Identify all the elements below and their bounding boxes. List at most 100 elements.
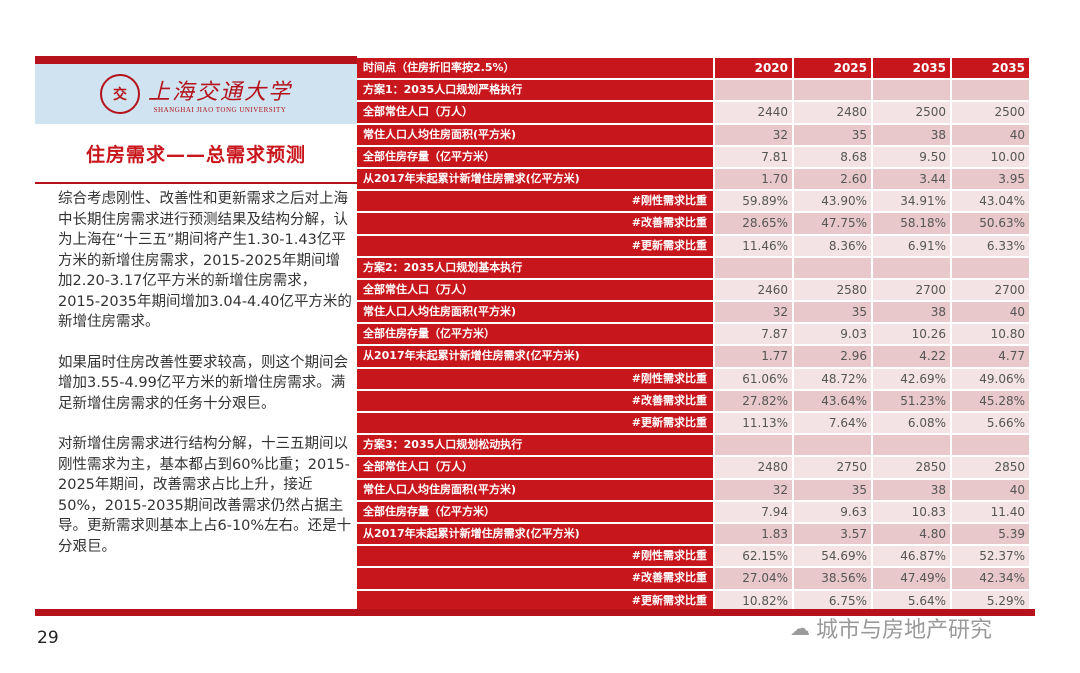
row-label: 方案3：2035人口规划松动执行 [357, 435, 713, 456]
table-cell: 2580 [794, 279, 871, 301]
table-cell: 6.08% [873, 413, 950, 434]
table-cell: 35 [794, 124, 871, 145]
table-cell: 47.75% [794, 213, 871, 234]
header-label: 时间点（住房折旧率按2.5%） [357, 58, 713, 79]
table-cell [715, 435, 792, 456]
table-row: 从2017年末起累计新增住房需求(亿平方米) 1.77 2.96 4.22 4.77 [357, 346, 1033, 367]
table-cell [873, 80, 950, 101]
table-cell: 10.00 [952, 146, 1029, 167]
table-cell: 1.70 [715, 168, 792, 190]
table-cell: 2.60 [794, 168, 871, 190]
table-row: #改善需求比重 28.65% 47.75% 58.18% 50.63% [357, 213, 1033, 234]
table-cell: 38 [873, 302, 950, 323]
table-row: #更新需求比重 11.13% 7.64% 6.08% 5.66% [357, 413, 1033, 434]
table-row: 从2017年末起累计新增住房需求(亿平方米) 1.70 2.60 3.44 3.95 [357, 168, 1033, 190]
table-cell: 42.34% [952, 568, 1029, 589]
table-cell: 10.82% [715, 590, 792, 611]
table-cell: 5.39 [952, 523, 1029, 545]
housing-demand-table: 时间点（住房折旧率按2.5%） 2020 2025 2035 2035 方案1：… [357, 58, 1033, 613]
table-cell [794, 435, 871, 456]
table-cell: 34.91% [873, 191, 950, 212]
table-cell: 48.72% [794, 368, 871, 389]
table-row: 全部住房存量（亿平方米） 7.87 9.03 10.26 10.80 [357, 324, 1033, 345]
top-accent-bar [35, 56, 357, 64]
table-cell: 1.77 [715, 346, 792, 367]
table-cell: 2700 [952, 279, 1029, 301]
table-cell: 11.40 [952, 501, 1029, 522]
table-row: 从2017年末起累计新增住房需求(亿平方米) 1.83 3.57 4.80 5.39 [357, 523, 1033, 545]
row-label: 从2017年末起累计新增住房需求(亿平方米) [357, 523, 713, 545]
table-cell: 28.65% [715, 213, 792, 234]
table-cell: 2850 [952, 457, 1029, 478]
table-cell: 32 [715, 302, 792, 323]
row-label: #更新需求比重 [357, 413, 713, 434]
row-label: 全部住房存量（亿平方米） [357, 146, 713, 167]
paragraph: 对新增住房需求进行结构分解，十三五期间以刚性需求为主，基本都占到60%比重；20… [58, 436, 352, 555]
table-cell: 7.87 [715, 324, 792, 345]
row-label: 从2017年末起累计新增住房需求(亿平方米) [357, 346, 713, 367]
table-row: #刚性需求比重 61.06% 48.72% 42.69% 49.06% [357, 368, 1033, 389]
header-year: 2035 [873, 58, 950, 79]
table-cell [715, 257, 792, 278]
body-text: 综合考虑刚性、改善性和更新需求之后对上海中长期住房需求进行预测结果及结构分解，认… [58, 189, 353, 577]
table-cell: 43.04% [952, 191, 1029, 212]
header-year: 2020 [715, 58, 792, 79]
table-row: #刚性需求比重 62.15% 54.69% 46.87% 52.37% [357, 546, 1033, 567]
table-cell: 7.81 [715, 146, 792, 167]
table-row: 全部住房存量（亿平方米） 7.81 8.68 9.50 10.00 [357, 146, 1033, 167]
row-label: 方案1：2035人口规划严格执行 [357, 80, 713, 101]
paragraph: 综合考虑刚性、改善性和更新需求之后对上海中长期住房需求进行预测结果及结构分解，认… [58, 191, 352, 330]
row-label: #更新需求比重 [357, 590, 713, 611]
table-row: 常住人口人均住房面积(平方米) 32 35 38 40 [357, 479, 1033, 500]
table-cell: 9.50 [873, 146, 950, 167]
table-cell: 59.89% [715, 191, 792, 212]
table-cell: 43.64% [794, 390, 871, 411]
row-label: 全部常住人口（万人） [357, 279, 713, 301]
table-cell: 10.26 [873, 324, 950, 345]
table-cell: 7.64% [794, 413, 871, 434]
row-label: 从2017年末起累计新增住房需求(亿平方米) [357, 168, 713, 190]
watermark: ☁ 城市与房地产研究 [790, 612, 992, 644]
row-label: 全部住房存量（亿平方米） [357, 501, 713, 522]
university-logo-band: 交 上海交通大学 SHANGHAI JIAO TONG UNIVERSITY [35, 64, 357, 124]
table-cell: 32 [715, 124, 792, 145]
table-cell: 62.15% [715, 546, 792, 567]
table-cell [873, 435, 950, 456]
table-cell: 5.29% [952, 590, 1029, 611]
row-label: 常住人口人均住房面积(平方米) [357, 302, 713, 323]
table-cell [715, 80, 792, 101]
bottom-accent-bar [35, 609, 1035, 616]
slide-title: 住房需求——总需求预测 [85, 144, 306, 166]
table-cell: 9.03 [794, 324, 871, 345]
table-section-row: 方案3：2035人口规划松动执行 [357, 435, 1033, 456]
table-cell: 2500 [873, 102, 950, 123]
table-cell: 2440 [715, 102, 792, 123]
table-cell: 3.57 [794, 523, 871, 545]
table-cell: 3.95 [952, 168, 1029, 190]
table-cell: 6.91% [873, 235, 950, 256]
table-cell: 2850 [873, 457, 950, 478]
table-row: 常住人口人均住房面积(平方米) 32 35 38 40 [357, 124, 1033, 145]
header-year: 2035 [952, 58, 1029, 79]
row-label: #更新需求比重 [357, 235, 713, 256]
table-cell: 42.69% [873, 368, 950, 389]
table-cell: 52.37% [952, 546, 1029, 567]
table-row: 全部常住人口（万人） 2440 2480 2500 2500 [357, 102, 1033, 123]
row-label: #刚性需求比重 [357, 368, 713, 389]
table-cell: 4.77 [952, 346, 1029, 367]
table-cell: 61.06% [715, 368, 792, 389]
table-cell: 9.63 [794, 501, 871, 522]
table-cell: 43.90% [794, 191, 871, 212]
table-cell: 11.46% [715, 235, 792, 256]
table-row: #刚性需求比重 59.89% 43.90% 34.91% 43.04% [357, 191, 1033, 212]
row-label: 方案2：2035人口规划基本执行 [357, 257, 713, 278]
table-cell: 49.06% [952, 368, 1029, 389]
table-row: #改善需求比重 27.82% 43.64% 51.23% 45.28% [357, 390, 1033, 411]
table-cell [952, 257, 1029, 278]
table-cell: 8.36% [794, 235, 871, 256]
university-logo: 上海交通大学 SHANGHAI JIAO TONG UNIVERSITY [148, 74, 292, 114]
table-cell: 1.83 [715, 523, 792, 545]
table-cell: 35 [794, 302, 871, 323]
table-cell: 38 [873, 124, 950, 145]
university-seal-icon: 交 [99, 74, 140, 114]
